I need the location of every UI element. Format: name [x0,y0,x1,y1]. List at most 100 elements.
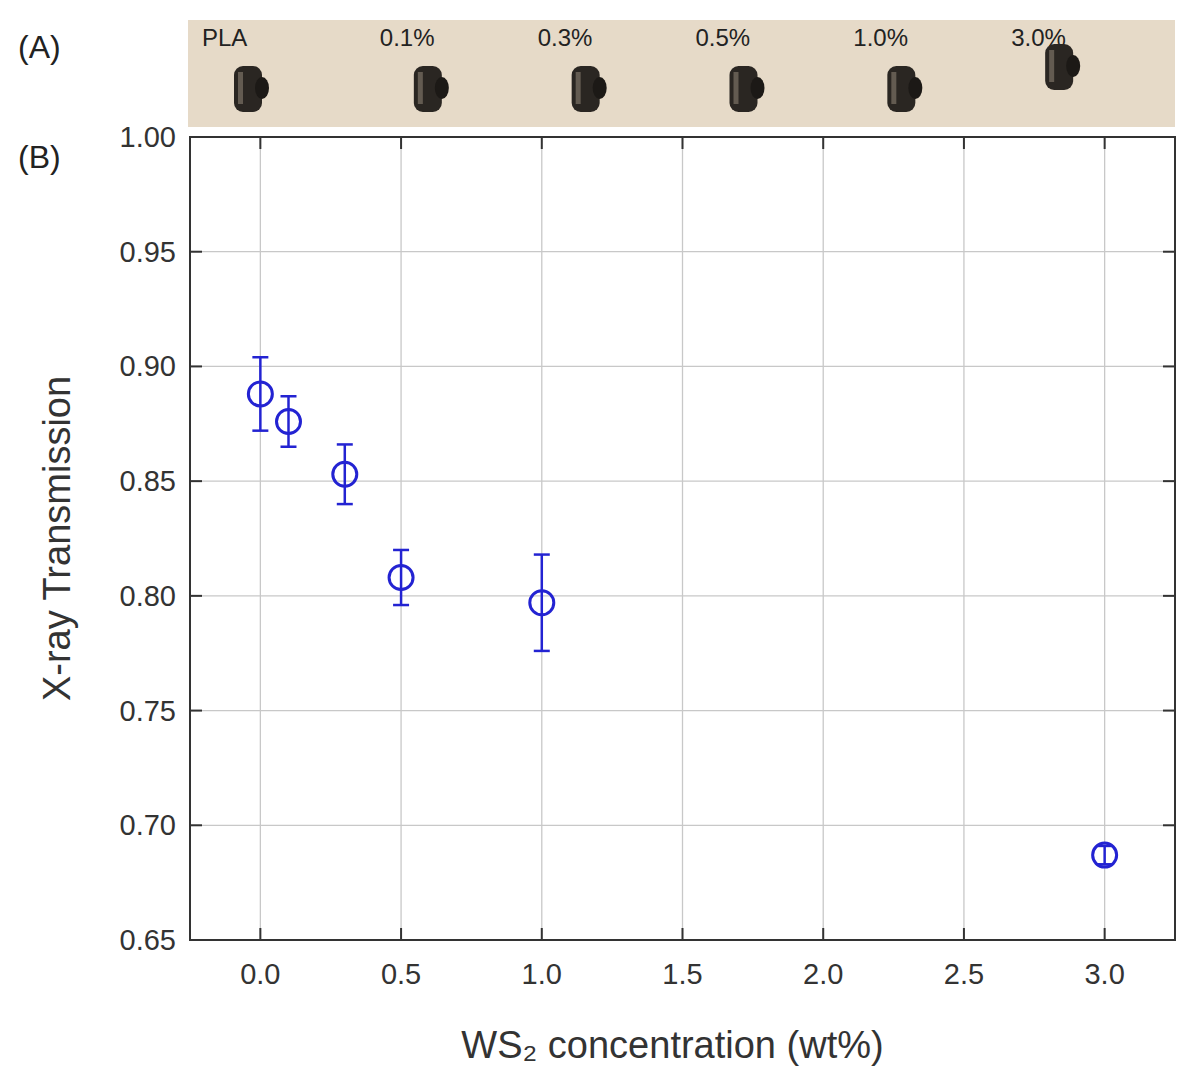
sample-highlight [418,72,423,104]
error-bar [534,555,550,651]
tick [963,928,965,940]
tick-label: 0.75 [120,695,176,727]
tick [190,365,202,367]
tick [822,928,824,940]
tick [541,137,543,149]
sample-piece [1045,44,1080,90]
data-point [389,566,413,590]
grid-line [260,137,261,940]
tick [190,251,202,253]
sample-highlight [891,72,896,104]
sample-piece [730,66,765,112]
photo-strip [188,20,1175,127]
data-marks [248,357,1116,867]
tick [541,928,543,940]
error-bar [1097,846,1113,864]
sample-highlight [238,72,243,104]
tick-label: 0.85 [120,465,176,497]
grid-line [400,137,401,940]
error-cap [393,549,409,552]
error-bar [393,550,409,605]
tick [1163,595,1175,597]
tick [1163,710,1175,712]
plot-area [190,137,1175,940]
x-axis-title: WS₂ concentration (wt%) [461,1024,883,1066]
grid-line [823,137,824,940]
tick [190,710,202,712]
sample-label: 0.1% [380,24,435,51]
tick [400,137,402,149]
error-stem [1103,846,1106,864]
tick-label: 0.80 [120,580,176,612]
error-cap [337,503,353,506]
tick-label: 0.90 [120,350,176,382]
tick [1163,365,1175,367]
panel-label: (A) [18,29,61,65]
error-stem [400,550,403,605]
plot-frame [190,137,1175,940]
sample-label: 1.0% [853,24,908,51]
tick [1104,928,1106,940]
sample-notch [1066,55,1080,77]
sample-piece [234,66,269,112]
error-cap [252,356,268,359]
tick [1163,251,1175,253]
error-cap [252,429,268,432]
grid-line [963,137,964,940]
error-cap [337,443,353,446]
grid-line [1104,137,1105,940]
sample-notch [751,77,765,99]
tick [190,595,202,597]
sample-highlight [1049,50,1054,82]
sample-piece [572,66,607,112]
tick-label: 0.0 [240,958,280,990]
tick-label: 1.0 [522,958,562,990]
sample-label: 0.5% [696,24,751,51]
tick-label: 0.70 [120,809,176,841]
sample-notch [908,77,922,99]
sample-highlight [734,72,739,104]
tick-label: 3.0 [1084,958,1124,990]
error-stem [287,396,290,446]
error-stem [344,444,347,504]
tick [1163,480,1175,482]
tick-label: 1.00 [120,121,176,153]
sample-highlight [576,72,581,104]
tick [259,928,261,940]
sample-label: 0.3% [538,24,593,51]
data-point [277,409,301,433]
sample-label: PLA [202,24,247,51]
grid-line [541,137,542,940]
tick-label: 2.0 [803,958,843,990]
data-point [333,462,357,486]
tick [682,928,684,940]
grid-line [682,137,683,940]
tick [190,480,202,482]
tick [963,137,965,149]
tick-label: 1.5 [662,958,702,990]
error-bar [252,357,268,430]
y-axis-title: X-ray Transmission [36,376,78,701]
data-point [248,382,272,406]
error-cap [281,395,297,398]
error-stem [259,357,262,430]
tick-label: 0.5 [381,958,421,990]
tick [259,137,261,149]
tick [1104,137,1106,149]
error-bar [281,396,297,446]
tick [400,928,402,940]
error-stem [541,555,544,651]
error-cap [534,650,550,653]
tick [822,137,824,149]
panel-label: (B) [18,139,61,175]
sample-piece [414,66,449,112]
tick [682,137,684,149]
sample-notch [435,77,449,99]
tick-label: 2.5 [944,958,984,990]
error-cap [281,445,297,448]
error-bar [337,444,353,504]
sample-piece [887,66,922,112]
data-point [1093,843,1117,867]
tick-label: 0.65 [120,924,176,956]
tick [190,824,202,826]
